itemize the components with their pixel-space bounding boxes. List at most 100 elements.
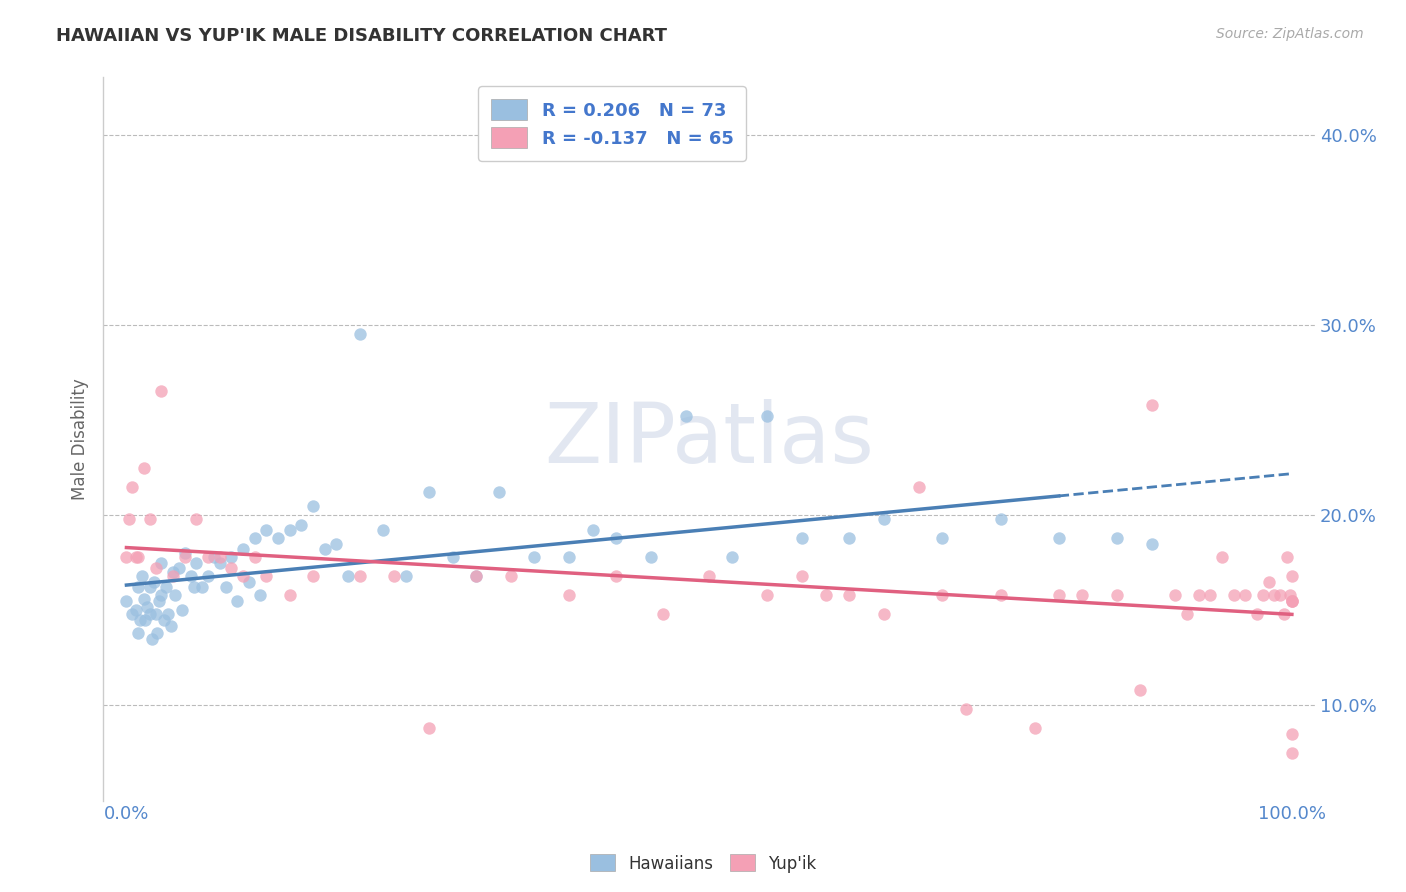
Point: [384, 569, 406, 583]
Point: [349, 327, 371, 342]
Point: [115, 594, 138, 608]
Point: [254, 569, 277, 583]
Point: [162, 566, 184, 580]
Point: [232, 569, 254, 583]
Point: [931, 531, 953, 545]
Point: [127, 581, 149, 595]
Point: [1281, 594, 1303, 608]
Point: [523, 549, 546, 564]
Point: [238, 574, 260, 589]
Point: [1047, 531, 1070, 545]
Y-axis label: Male Disability: Male Disability: [72, 378, 89, 500]
Point: [697, 569, 720, 583]
Point: [197, 569, 219, 583]
Point: [159, 618, 181, 632]
Point: [162, 569, 184, 583]
Point: [1263, 588, 1285, 602]
Point: [1234, 588, 1257, 602]
Point: [141, 632, 163, 646]
Point: [1071, 588, 1094, 602]
Point: [145, 607, 167, 621]
Point: [675, 409, 697, 424]
Point: [1222, 588, 1244, 602]
Point: [150, 556, 173, 570]
Point: [873, 512, 896, 526]
Point: [139, 512, 162, 526]
Text: ZIPatlas: ZIPatlas: [544, 399, 875, 480]
Point: [1175, 607, 1198, 621]
Point: [221, 549, 243, 564]
Point: [441, 549, 464, 564]
Point: [931, 588, 953, 602]
Point: [640, 549, 662, 564]
Point: [125, 603, 148, 617]
Point: [165, 588, 187, 602]
Point: [990, 588, 1012, 602]
Point: [221, 561, 243, 575]
Point: [1140, 398, 1163, 412]
Point: [1047, 588, 1070, 602]
Point: [1107, 531, 1129, 545]
Point: [558, 588, 581, 602]
Point: [792, 531, 814, 545]
Point: [125, 549, 148, 564]
Point: [955, 702, 977, 716]
Point: [1140, 537, 1163, 551]
Point: [129, 613, 152, 627]
Point: [395, 569, 418, 583]
Point: [127, 549, 149, 564]
Point: [254, 524, 277, 538]
Point: [152, 613, 174, 627]
Point: [651, 607, 673, 621]
Point: [249, 588, 271, 602]
Point: [908, 480, 931, 494]
Point: [1281, 594, 1303, 608]
Point: [208, 556, 231, 570]
Point: [756, 588, 779, 602]
Point: [167, 561, 190, 575]
Text: HAWAIIAN VS YUP'IK MALE DISABILITY CORRELATION CHART: HAWAIIAN VS YUP'IK MALE DISABILITY CORRE…: [56, 27, 668, 45]
Point: [1164, 588, 1187, 602]
Point: [581, 524, 603, 538]
Point: [1246, 607, 1268, 621]
Point: [792, 569, 814, 583]
Point: [1281, 746, 1303, 760]
Point: [1129, 683, 1152, 698]
Point: [1270, 588, 1292, 602]
Point: [1278, 588, 1301, 602]
Point: [214, 581, 236, 595]
Point: [278, 524, 301, 538]
Point: [139, 607, 162, 621]
Point: [721, 549, 744, 564]
Point: [118, 512, 141, 526]
Point: [267, 531, 290, 545]
Point: [232, 542, 254, 557]
Point: [208, 549, 231, 564]
Point: [197, 549, 219, 564]
Point: [1281, 727, 1303, 741]
Point: [186, 512, 208, 526]
Point: [1251, 588, 1274, 602]
Point: [1272, 607, 1295, 621]
Point: [132, 460, 155, 475]
Point: [278, 588, 301, 602]
Point: [499, 569, 522, 583]
Point: [145, 561, 167, 575]
Point: [191, 581, 214, 595]
Point: [173, 549, 195, 564]
Point: [1024, 721, 1046, 735]
Point: [1211, 549, 1233, 564]
Text: Source: ZipAtlas.com: Source: ZipAtlas.com: [1216, 27, 1364, 41]
Point: [183, 581, 205, 595]
Point: [605, 531, 627, 545]
Point: [371, 524, 394, 538]
Point: [838, 531, 860, 545]
Point: [173, 546, 195, 560]
Point: [145, 626, 167, 640]
Point: [814, 588, 837, 602]
Point: [418, 721, 440, 735]
Legend: Hawaiians, Yup'ik: Hawaiians, Yup'ik: [583, 847, 823, 880]
Point: [465, 569, 488, 583]
Point: [605, 569, 627, 583]
Legend: R = 0.206   N = 73, R = -0.137   N = 65: R = 0.206 N = 73, R = -0.137 N = 65: [478, 87, 747, 161]
